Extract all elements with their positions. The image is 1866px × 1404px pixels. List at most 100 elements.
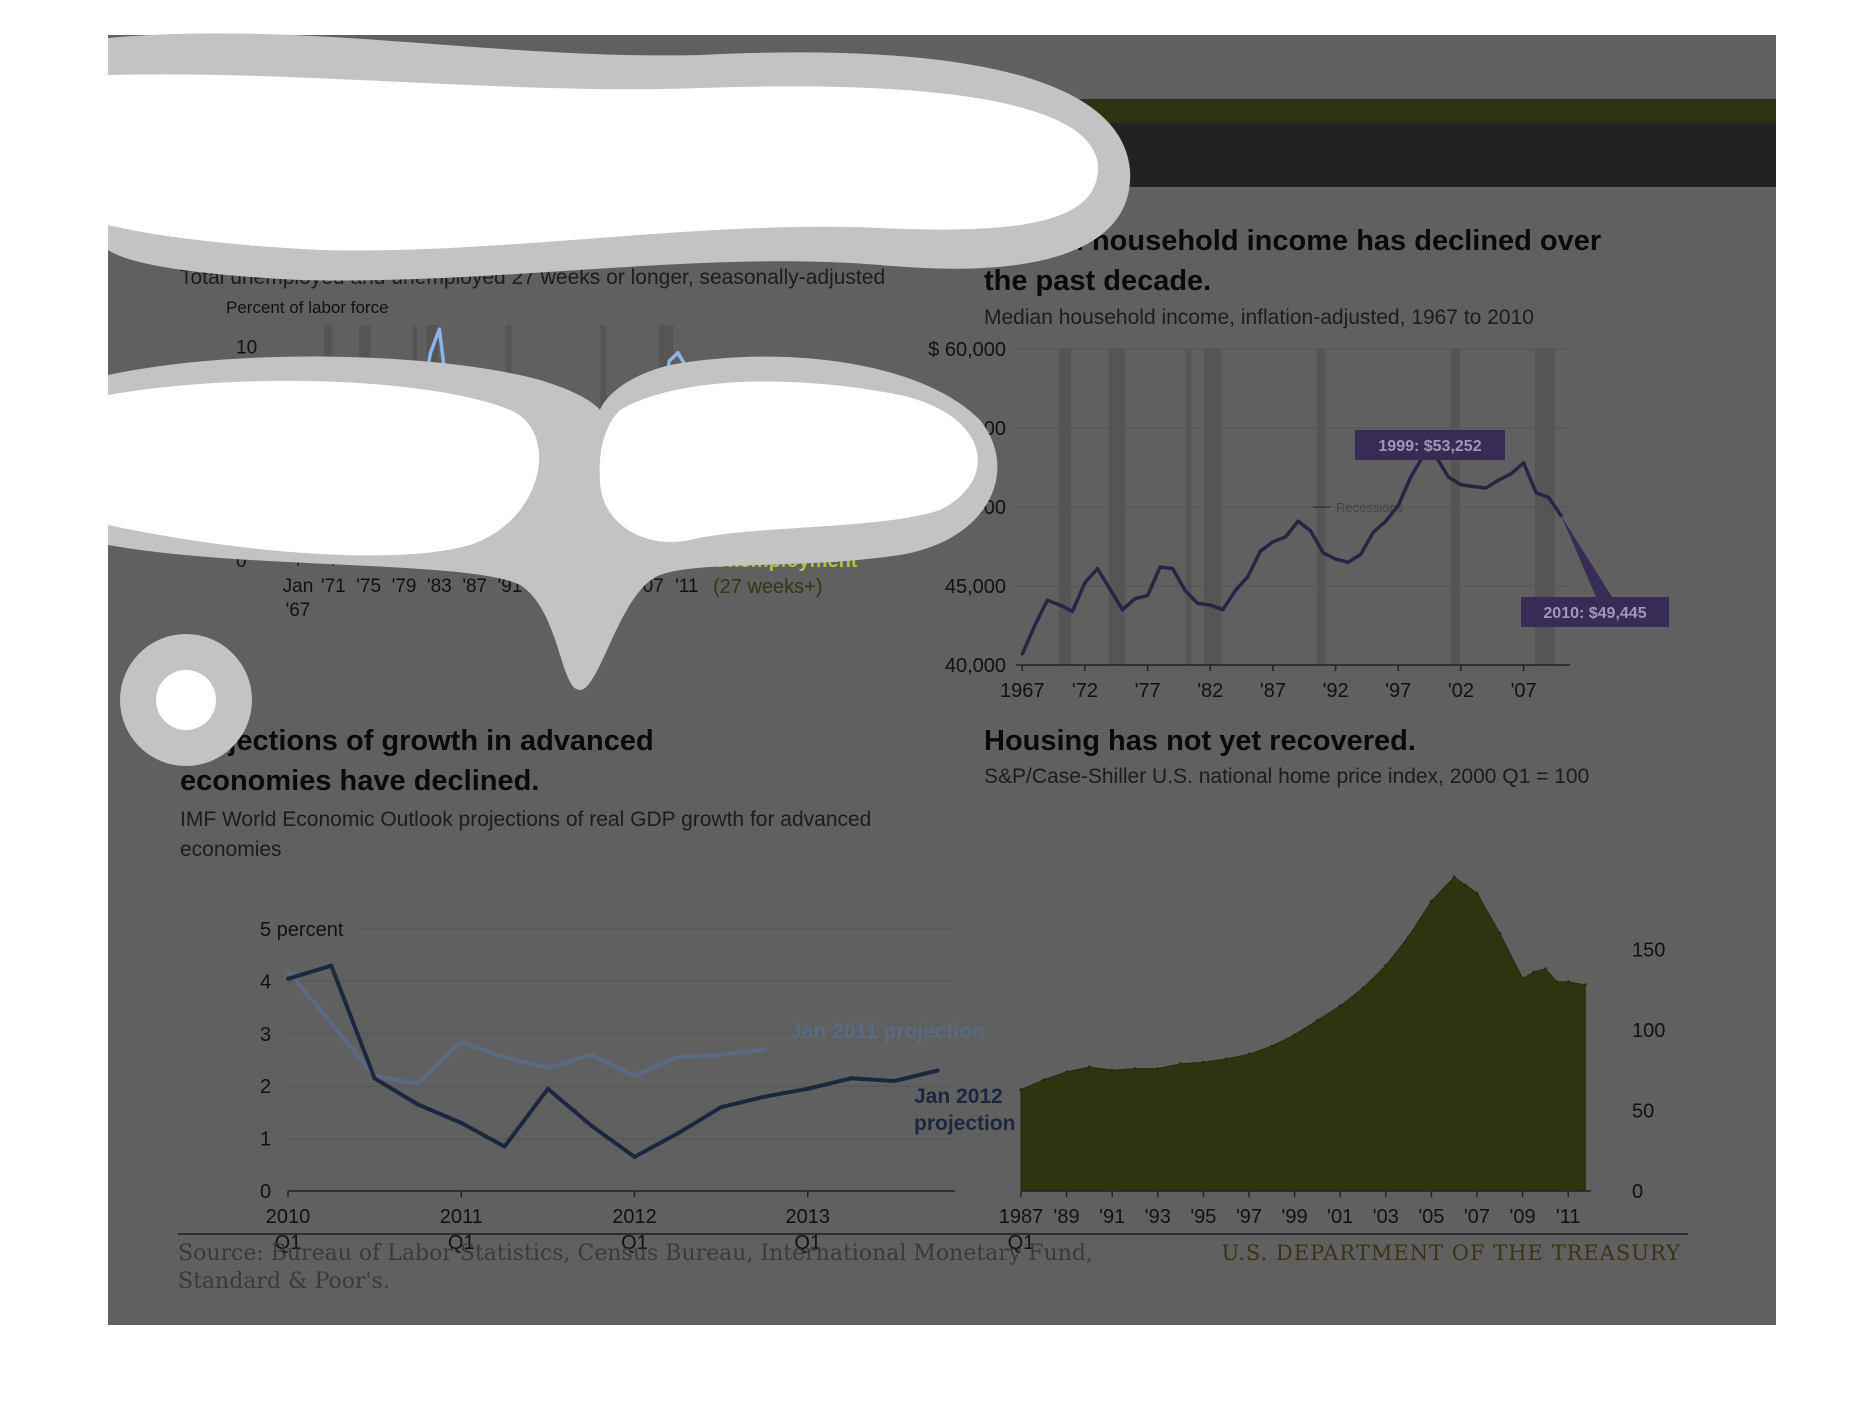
y-tick-label: 100 [1632, 1020, 1665, 1042]
data-point [459, 1039, 464, 1044]
data-point [340, 541, 344, 545]
x-tick-label: Q1 [794, 1232, 821, 1254]
section-number: 4 [180, 127, 211, 178]
source-note: Source: Bureau of Labor Statistics, Cens… [178, 1240, 1118, 1296]
data-point [481, 543, 486, 547]
accent-band [108, 99, 1776, 123]
x-tick-label: 1987 [999, 1206, 1044, 1228]
x-tick-label: '97 [1236, 1206, 1262, 1228]
data-point [587, 549, 592, 554]
callout-box [1521, 597, 1669, 627]
data-point [367, 524, 371, 528]
data-point [587, 472, 592, 477]
data-point [314, 554, 318, 558]
data-point [1271, 540, 1275, 544]
data-point [428, 519, 433, 524]
x-tick-label: '01 [1327, 1206, 1353, 1228]
data-point [658, 434, 662, 438]
data-point [1361, 986, 1365, 990]
y-tick-label: 50 [1632, 1101, 1654, 1123]
data-point [667, 359, 671, 363]
data-point [693, 381, 698, 385]
data-point [455, 534, 459, 539]
data-point [561, 453, 565, 457]
data-point [649, 460, 654, 464]
data-point [534, 428, 539, 432]
data-point [543, 438, 547, 442]
data-point [384, 408, 388, 413]
data-point [384, 537, 388, 541]
data-point [305, 554, 309, 558]
income-subtitle: Median household income, inflation-adjus… [984, 306, 1534, 329]
x-tick-label: '93 [1145, 1206, 1171, 1228]
series-line-0 [296, 327, 698, 487]
x-tick-label: 1967 [1000, 680, 1045, 702]
data-point [667, 490, 671, 494]
y-tick-label: 2 [236, 508, 247, 529]
data-point [1083, 581, 1087, 585]
data-point [502, 1055, 507, 1060]
growth-subtitle-line2: economies [180, 838, 282, 861]
data-point [570, 462, 574, 466]
data-point [375, 530, 380, 534]
data-point [340, 438, 344, 442]
data-point [676, 468, 680, 472]
data-point [459, 1120, 464, 1125]
y-tick-label: 8 [236, 380, 247, 401]
data-point [411, 404, 415, 408]
series-line-1 [287, 963, 939, 1159]
data-point [490, 545, 494, 549]
x-tick-label: Q1 [275, 1232, 302, 1254]
data-point [331, 543, 335, 547]
data-point [675, 1055, 680, 1060]
data-point [543, 541, 547, 545]
x-tick-label: '87 [462, 576, 487, 597]
y-tick-label: $ 60,000 [928, 339, 1006, 361]
data-point [331, 430, 335, 434]
data-point [420, 398, 424, 402]
department-name: U.S. DEPARTMENT OF THE TREASURY [1221, 1241, 1681, 1265]
y-tick-label: 5 percent [260, 919, 344, 941]
series-label: Total [723, 415, 769, 437]
data-point [1283, 535, 1288, 539]
y-tick-label: 4 [260, 971, 271, 993]
data-point [596, 545, 600, 549]
data-point [372, 1076, 377, 1081]
data-point [605, 532, 609, 536]
data-point [1270, 1044, 1274, 1048]
x-tick-label: Q1 [621, 1232, 648, 1254]
data-point [1446, 475, 1451, 479]
data-point [1559, 514, 1563, 518]
data-point [314, 483, 318, 487]
data-point [490, 445, 494, 449]
data-point [1296, 519, 1300, 523]
x-tick-label: '67 [286, 600, 311, 621]
data-point [1158, 565, 1162, 569]
income-title-line1: Median household income has declined ove… [984, 225, 1602, 257]
data-point [640, 541, 645, 545]
data-point [579, 468, 583, 472]
data-point [1171, 567, 1175, 571]
data-point [393, 430, 397, 434]
y-tick-label: 6 [236, 423, 247, 444]
data-point [605, 434, 609, 438]
x-tick-label: '11 [675, 576, 698, 597]
x-tick-label: 2010 [266, 1206, 311, 1228]
y-tick-label: 45,000 [945, 576, 1006, 598]
data-point [632, 1073, 637, 1078]
y-tick-label: 10 [236, 337, 257, 358]
data-point [1308, 529, 1313, 533]
x-tick-label: 2011 [440, 1206, 483, 1228]
data-point [1384, 964, 1388, 968]
data-point [464, 408, 468, 413]
series-label: (27 weeks+) [713, 576, 823, 598]
data-point [1429, 899, 1433, 903]
recession-bar [412, 325, 418, 560]
data-point [473, 539, 477, 543]
data-point [428, 351, 433, 355]
data-point [1179, 1062, 1183, 1066]
data-point [1247, 1052, 1251, 1056]
data-point [1396, 503, 1400, 508]
x-tick-label: '02 [1448, 680, 1474, 702]
data-point [1258, 549, 1263, 553]
